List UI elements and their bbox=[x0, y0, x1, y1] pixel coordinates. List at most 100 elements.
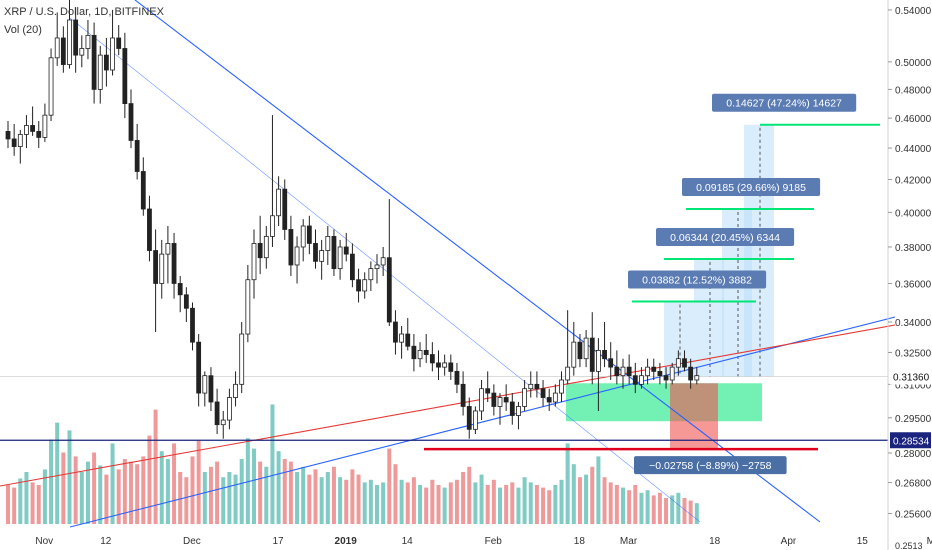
volume-bar bbox=[30, 482, 35, 524]
volume-bar bbox=[325, 472, 330, 524]
candle-body bbox=[91, 34, 97, 90]
price-tick-label: 0.25600 bbox=[895, 509, 932, 520]
volume-bar bbox=[510, 482, 515, 524]
candle-body bbox=[442, 362, 448, 368]
candle-body bbox=[54, 37, 60, 59]
volume-bar bbox=[559, 479, 564, 524]
candle-body bbox=[509, 401, 515, 416]
red-trendline[interactable] bbox=[0, 324, 896, 487]
volume-bar bbox=[688, 500, 693, 524]
volume-bar bbox=[233, 474, 238, 524]
candle-body bbox=[30, 125, 36, 132]
candle-body bbox=[620, 366, 626, 377]
volume-bar bbox=[215, 461, 220, 524]
volume-bar bbox=[553, 485, 558, 524]
candle-body bbox=[159, 253, 165, 284]
price-tick-label: 0.26800 bbox=[895, 479, 932, 490]
volume-bar bbox=[528, 482, 533, 524]
candle-body bbox=[97, 54, 103, 90]
candle-body bbox=[251, 243, 257, 281]
candle-body bbox=[682, 358, 687, 368]
volume-bar bbox=[36, 485, 41, 524]
price-tick-label: 0.42000 bbox=[895, 175, 932, 186]
volume-bar bbox=[430, 479, 435, 524]
volume-bar bbox=[307, 474, 312, 524]
volume-bar bbox=[313, 469, 318, 524]
volume-bar bbox=[602, 477, 607, 524]
candle-body bbox=[220, 419, 226, 426]
candle-body bbox=[565, 366, 571, 381]
volume-bar bbox=[375, 485, 379, 524]
candle-body bbox=[651, 366, 657, 372]
candle-body bbox=[42, 114, 48, 138]
volume-bar bbox=[122, 459, 127, 524]
candle-body bbox=[104, 54, 109, 71]
volume-bar bbox=[516, 487, 521, 524]
candle-body bbox=[411, 345, 417, 360]
volume-bar bbox=[129, 461, 133, 524]
candle-body bbox=[24, 125, 29, 135]
price-tick-label: 0.31000 bbox=[895, 380, 932, 391]
volume-bar bbox=[331, 466, 336, 524]
target-zone bbox=[744, 124, 774, 377]
candle-body bbox=[393, 321, 398, 343]
volume-bar bbox=[522, 477, 527, 524]
volume-bar bbox=[694, 503, 699, 524]
descending-trendline[interactable] bbox=[134, 0, 821, 523]
candle-body bbox=[239, 333, 245, 385]
candle-body bbox=[5, 131, 11, 140]
volume-bar bbox=[92, 452, 97, 524]
candle-body bbox=[85, 34, 91, 49]
candle-body bbox=[11, 138, 17, 147]
candle-body bbox=[639, 375, 644, 385]
volume-bar bbox=[178, 472, 183, 524]
volume-bar bbox=[276, 451, 281, 524]
current-price-badge-bg bbox=[890, 368, 931, 385]
trend-lines bbox=[0, 0, 896, 528]
volume-bar bbox=[141, 456, 146, 524]
price-tick-label: 0.38000 bbox=[895, 243, 932, 254]
candle-body bbox=[399, 333, 405, 343]
candle-body bbox=[36, 131, 42, 138]
candle-body bbox=[153, 250, 159, 284]
candle-body bbox=[294, 246, 300, 266]
ascending-trendline[interactable] bbox=[69, 316, 896, 528]
candle-body bbox=[552, 392, 558, 403]
volume-bar bbox=[670, 495, 675, 524]
candle-body bbox=[362, 279, 368, 292]
support-price-badge: 0.28534 bbox=[893, 436, 930, 447]
time-tick-label: 2019 bbox=[335, 536, 358, 547]
candle-body bbox=[497, 397, 503, 407]
volume-bar bbox=[584, 474, 589, 524]
volume-bar bbox=[547, 490, 552, 524]
volume-bar bbox=[24, 472, 29, 524]
volume-bar bbox=[454, 479, 459, 524]
candle-body bbox=[423, 349, 429, 355]
volume-bar bbox=[362, 482, 367, 524]
volume-bar bbox=[491, 479, 496, 524]
candle-body bbox=[429, 354, 435, 364]
candle-body bbox=[288, 229, 294, 266]
volume-bar bbox=[596, 456, 601, 524]
candle-body bbox=[282, 188, 288, 230]
volume-bar bbox=[270, 404, 275, 524]
candle-body bbox=[454, 371, 460, 385]
volume-bar bbox=[245, 438, 250, 524]
volume-bar bbox=[565, 443, 570, 524]
time-tick-label: 14 bbox=[402, 536, 414, 547]
target-label: 0.03882 (12.52%) 3882 bbox=[642, 274, 752, 286]
volume-bar bbox=[436, 485, 441, 524]
candle-body bbox=[257, 243, 263, 259]
candle-body bbox=[374, 264, 380, 270]
candle-body bbox=[540, 388, 546, 398]
volume-bar bbox=[264, 466, 269, 524]
volume-bar bbox=[67, 430, 72, 524]
volume-bar bbox=[614, 485, 619, 524]
volume-bar bbox=[504, 485, 509, 524]
candle-body bbox=[589, 337, 595, 372]
candle-body bbox=[349, 253, 355, 281]
descending-trendline-thin[interactable] bbox=[69, 17, 701, 523]
candle-body bbox=[380, 257, 386, 266]
volume-bar bbox=[6, 485, 10, 524]
